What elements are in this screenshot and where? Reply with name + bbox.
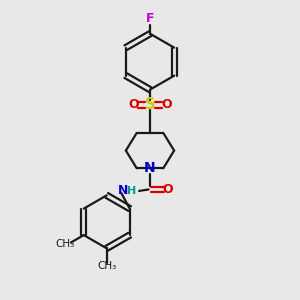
Text: O: O (162, 183, 173, 196)
Text: F: F (146, 13, 154, 26)
Text: N: N (118, 184, 128, 197)
Text: O: O (128, 98, 139, 111)
Text: H: H (127, 186, 136, 196)
Text: CH₃: CH₃ (97, 261, 116, 271)
Text: S: S (145, 98, 155, 112)
Text: O: O (161, 98, 172, 111)
Text: CH₃: CH₃ (56, 239, 75, 249)
Text: N: N (144, 161, 156, 175)
